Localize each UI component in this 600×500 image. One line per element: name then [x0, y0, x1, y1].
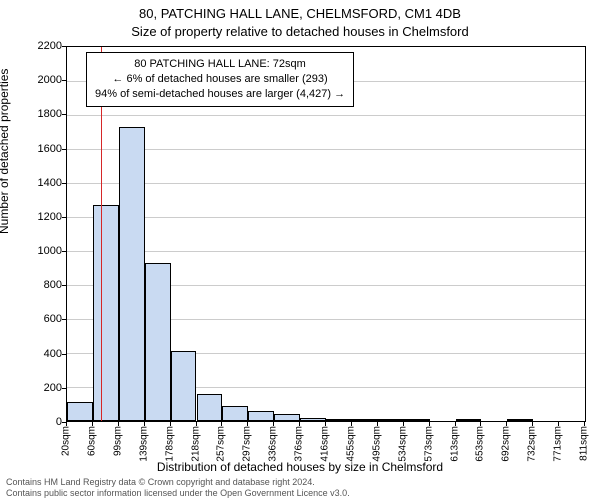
- x-tick-mark: [247, 422, 248, 426]
- x-tick-label: 336sqm: [268, 426, 279, 462]
- x-tick-mark: [532, 422, 533, 426]
- y-tick-mark: [62, 285, 66, 286]
- x-tick-label: 811sqm: [579, 426, 590, 461]
- x-tick-label: 732sqm: [527, 426, 538, 462]
- x-tick-label: 573sqm: [423, 426, 434, 462]
- y-tick-label: 2200: [22, 40, 62, 52]
- x-tick-label: 692sqm: [501, 426, 512, 462]
- x-tick-mark: [66, 422, 67, 426]
- y-tick-label: 800: [22, 279, 62, 291]
- x-axis-label: Distribution of detached houses by size …: [0, 460, 600, 474]
- histogram-bar: [274, 414, 300, 421]
- x-tick-mark: [351, 422, 352, 426]
- histogram-bar: [456, 419, 482, 421]
- histogram-bar: [300, 418, 326, 421]
- y-tick-label: 600: [22, 313, 62, 325]
- x-tick-label: 613sqm: [449, 426, 460, 462]
- histogram-bar: [119, 127, 145, 421]
- y-tick-label: 2000: [22, 74, 62, 86]
- x-tick-mark: [558, 422, 559, 426]
- gridline: [67, 183, 585, 184]
- x-tick-label: 20sqm: [61, 426, 72, 456]
- footer-attribution: Contains HM Land Registry data © Crown c…: [6, 477, 350, 498]
- x-tick-label: 376sqm: [294, 426, 305, 462]
- x-tick-mark: [144, 422, 145, 426]
- x-tick-mark: [377, 422, 378, 426]
- annotation-line-1: 80 PATCHING HALL LANE: 72sqm: [95, 57, 345, 72]
- histogram-bar: [404, 419, 430, 421]
- x-tick-label: 416sqm: [320, 426, 331, 462]
- x-tick-mark: [455, 422, 456, 426]
- x-tick-label: 139sqm: [138, 426, 149, 462]
- x-tick-mark: [506, 422, 507, 426]
- histogram-bar: [171, 351, 197, 421]
- footer-line-1: Contains HM Land Registry data © Crown c…: [6, 477, 350, 487]
- y-axis-label: Number of detached properties: [0, 69, 11, 234]
- gridline: [67, 115, 585, 116]
- histogram-bar: [352, 419, 378, 421]
- histogram-bar: [197, 394, 223, 421]
- y-tick-label: 200: [22, 382, 62, 394]
- annotation-line-3: 94% of semi-detached houses are larger (…: [95, 87, 345, 102]
- histogram-bar: [93, 205, 119, 421]
- gridline: [67, 217, 585, 218]
- x-tick-label: 771sqm: [553, 426, 564, 462]
- histogram-bar: [326, 419, 352, 421]
- chart-title-description: Size of property relative to detached ho…: [0, 24, 600, 39]
- x-tick-mark: [403, 422, 404, 426]
- x-tick-label: 99sqm: [112, 426, 123, 456]
- histogram-bar: [222, 406, 248, 421]
- y-tick-label: 1400: [22, 177, 62, 189]
- x-tick-mark: [429, 422, 430, 426]
- x-tick-label: 455sqm: [345, 426, 356, 462]
- gridline: [67, 149, 585, 150]
- y-tick-mark: [62, 114, 66, 115]
- x-tick-mark: [325, 422, 326, 426]
- y-tick-label: 0: [22, 416, 62, 428]
- x-tick-mark: [92, 422, 93, 426]
- x-tick-label: 653sqm: [475, 426, 486, 462]
- histogram-bar: [248, 411, 274, 421]
- y-tick-mark: [62, 354, 66, 355]
- chart-title-address: 80, PATCHING HALL LANE, CHELMSFORD, CM1 …: [0, 6, 600, 21]
- y-tick-mark: [62, 319, 66, 320]
- x-tick-label: 495sqm: [371, 426, 382, 462]
- annotation-line-2: ← 6% of detached houses are smaller (293…: [95, 72, 345, 87]
- y-tick-mark: [62, 149, 66, 150]
- x-tick-label: 534sqm: [397, 426, 408, 462]
- x-tick-label: 257sqm: [216, 426, 227, 462]
- x-tick-mark: [480, 422, 481, 426]
- x-tick-label: 297sqm: [242, 426, 253, 462]
- x-tick-mark: [170, 422, 171, 426]
- x-tick-mark: [299, 422, 300, 426]
- annotation-box: 80 PATCHING HALL LANE: 72sqm ← 6% of det…: [86, 52, 354, 107]
- x-tick-mark: [221, 422, 222, 426]
- x-tick-label: 60sqm: [86, 426, 97, 456]
- histogram-bar: [378, 419, 404, 421]
- y-tick-mark: [62, 46, 66, 47]
- gridline: [67, 251, 585, 252]
- y-tick-label: 1600: [22, 143, 62, 155]
- y-tick-mark: [62, 217, 66, 218]
- y-tick-label: 1000: [22, 245, 62, 257]
- footer-line-2: Contains public sector information licen…: [6, 488, 350, 498]
- histogram-bar: [145, 263, 171, 421]
- y-tick-label: 1200: [22, 211, 62, 223]
- x-tick-mark: [196, 422, 197, 426]
- x-tick-mark: [273, 422, 274, 426]
- x-tick-label: 218sqm: [190, 426, 201, 462]
- y-tick-mark: [62, 388, 66, 389]
- x-tick-mark: [118, 422, 119, 426]
- y-tick-mark: [62, 183, 66, 184]
- y-tick-mark: [62, 80, 66, 81]
- histogram-bar: [507, 419, 533, 421]
- histogram-bar: [67, 402, 93, 421]
- x-tick-label: 178sqm: [164, 426, 175, 462]
- y-tick-label: 400: [22, 348, 62, 360]
- y-tick-mark: [62, 251, 66, 252]
- x-tick-mark: [584, 422, 585, 426]
- y-tick-label: 1800: [22, 108, 62, 120]
